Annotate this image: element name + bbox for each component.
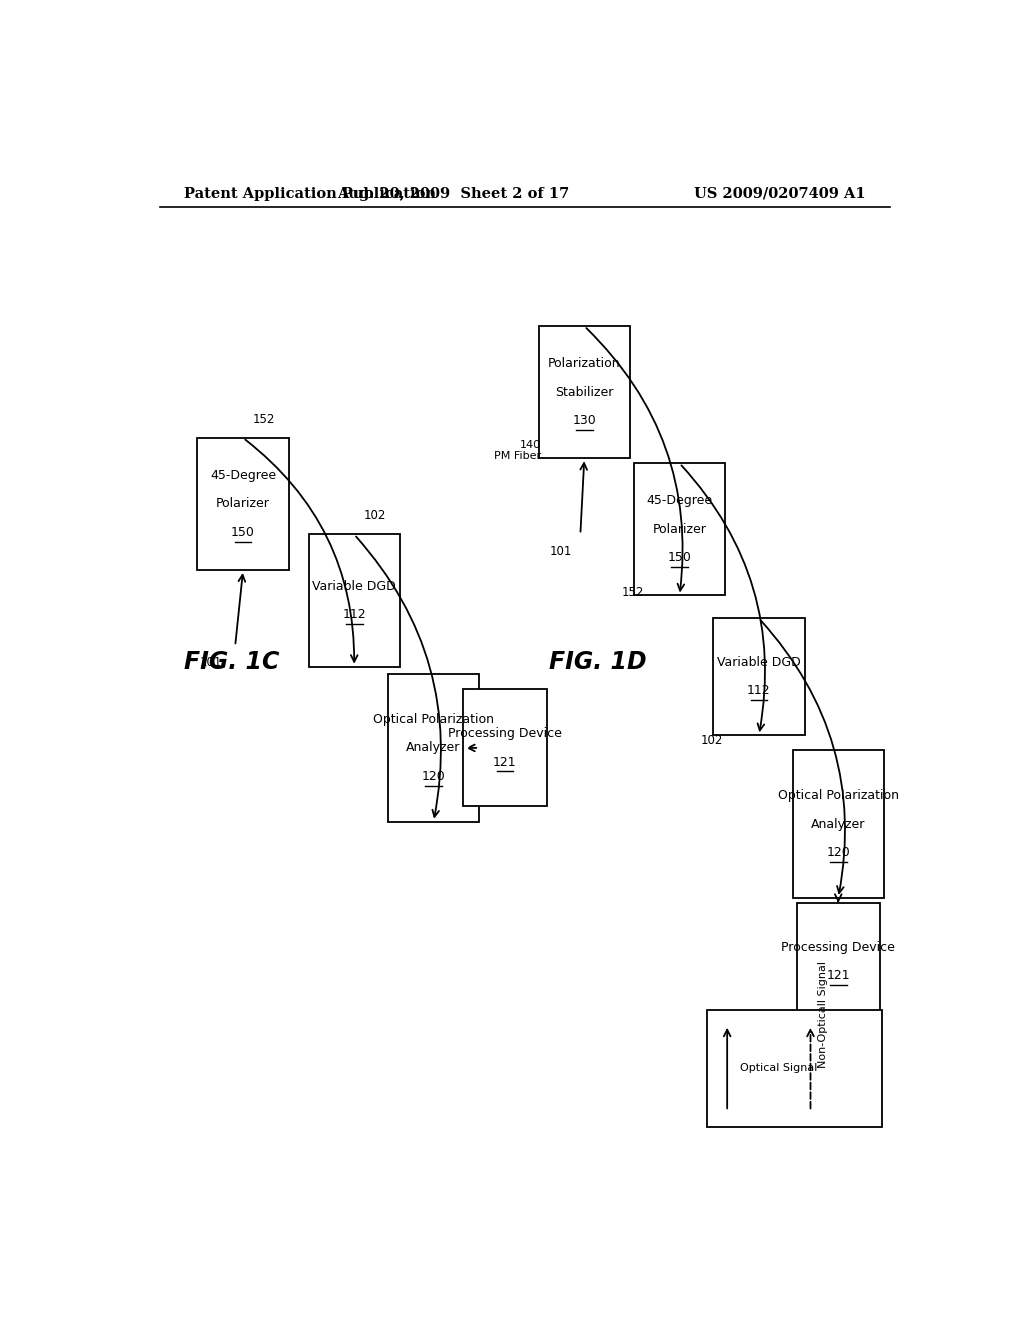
Text: 112: 112	[748, 685, 771, 697]
Bar	[793, 751, 884, 898]
Bar	[388, 675, 479, 821]
Text: Patent Application Publication: Patent Application Publication	[183, 187, 435, 201]
Bar	[714, 618, 805, 735]
Text: 152: 152	[253, 413, 275, 426]
Text: Polarizer: Polarizer	[652, 523, 707, 536]
Text: 121: 121	[826, 969, 850, 982]
Text: 45-Degree: 45-Degree	[210, 469, 276, 482]
Text: Processing Device: Processing Device	[449, 727, 562, 741]
Text: 112: 112	[342, 609, 366, 622]
Text: 101: 101	[549, 545, 571, 557]
Text: 152: 152	[622, 586, 644, 599]
Bar	[308, 535, 399, 667]
Text: Polarizer: Polarizer	[216, 498, 270, 511]
Bar	[198, 438, 289, 570]
Bar	[634, 463, 725, 595]
Text: FIG. 1C: FIG. 1C	[183, 649, 279, 673]
Text: Optical Polarization: Optical Polarization	[778, 789, 899, 803]
Text: Variable DGD: Variable DGD	[312, 579, 396, 593]
Text: Analyzer: Analyzer	[811, 817, 865, 830]
Text: Variable DGD: Variable DGD	[717, 656, 801, 669]
Text: Processing Device: Processing Device	[781, 941, 895, 953]
Text: 150: 150	[668, 552, 691, 565]
Text: Polarization: Polarization	[548, 358, 621, 370]
Text: 130: 130	[572, 414, 596, 428]
Text: 140
PM Fiber: 140 PM Fiber	[494, 440, 541, 462]
Bar	[797, 903, 880, 1020]
Text: 150: 150	[231, 525, 255, 539]
Text: FIG. 1D: FIG. 1D	[549, 649, 646, 673]
Text: 121: 121	[494, 755, 517, 768]
Text: Optical Signal: Optical Signal	[740, 1063, 817, 1073]
Text: Non-Opticall Signal: Non-Opticall Signal	[818, 961, 828, 1068]
Bar	[539, 326, 630, 458]
Bar	[463, 689, 547, 807]
Text: 102: 102	[364, 510, 386, 523]
Text: Aug. 20, 2009  Sheet 2 of 17: Aug. 20, 2009 Sheet 2 of 17	[337, 187, 569, 201]
Text: 101: 101	[200, 656, 222, 669]
Text: 45-Degree: 45-Degree	[646, 495, 713, 507]
Text: 120: 120	[422, 770, 445, 783]
Text: US 2009/0207409 A1: US 2009/0207409 A1	[694, 187, 866, 201]
Text: Analyzer: Analyzer	[407, 742, 461, 755]
Text: 102: 102	[700, 734, 723, 747]
Text: Optical Polarization: Optical Polarization	[373, 713, 494, 726]
Bar	[708, 1010, 882, 1126]
Text: 120: 120	[826, 846, 850, 859]
Text: Stabilizer: Stabilizer	[555, 385, 613, 399]
